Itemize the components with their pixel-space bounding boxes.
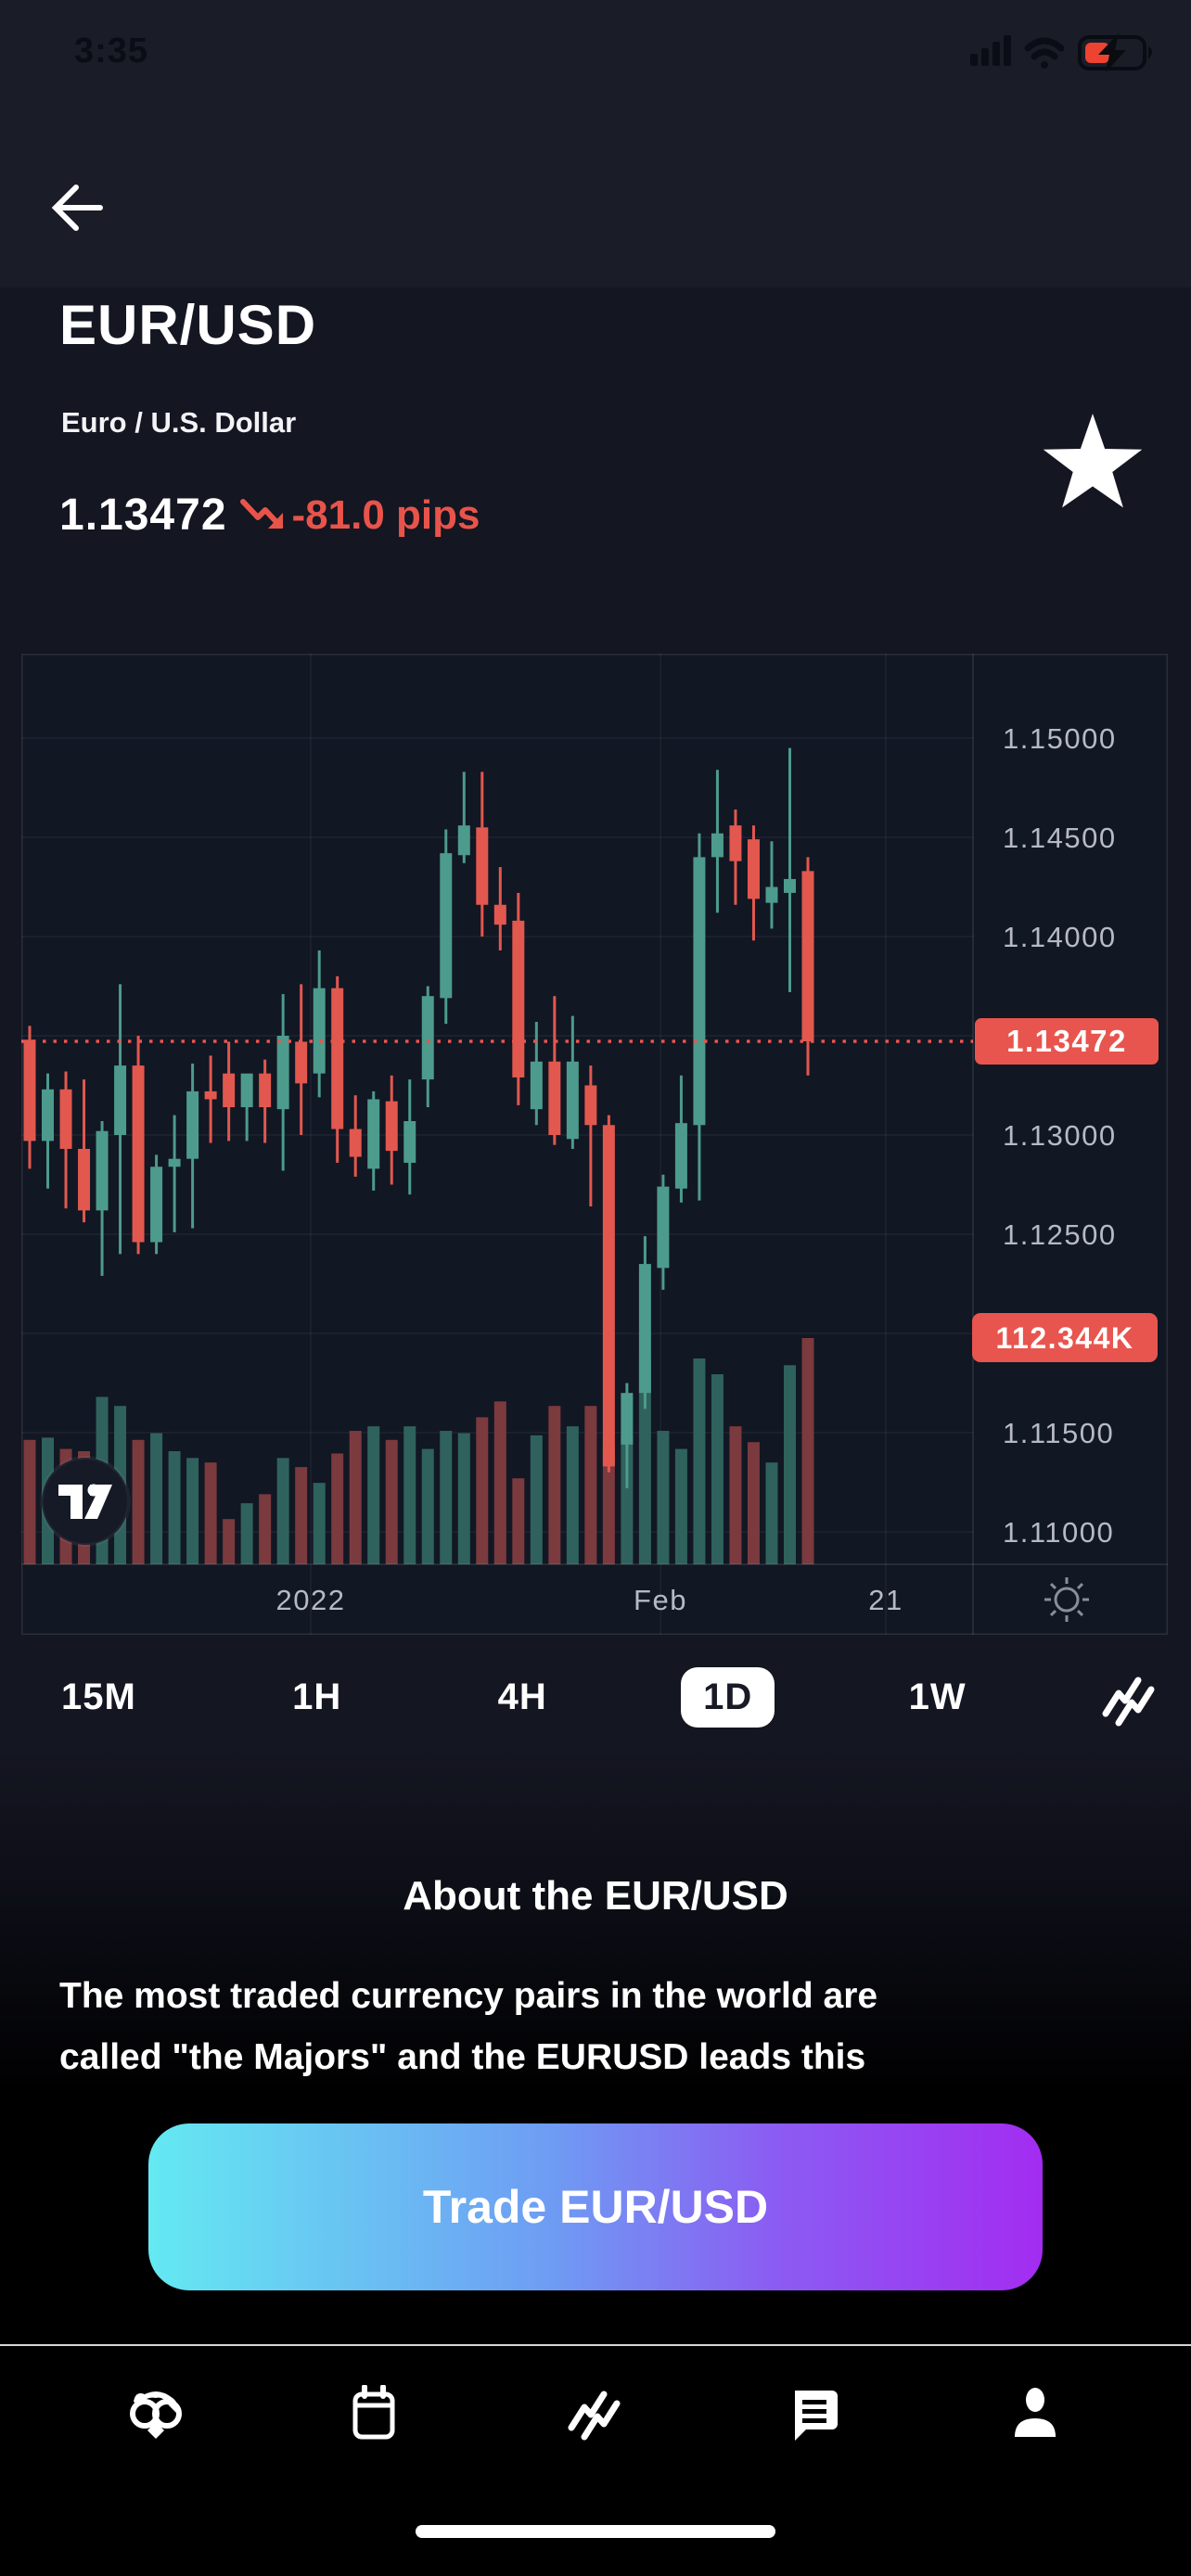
current-price-label: 1.13472 [1006, 1024, 1127, 1058]
price-change: -81.0 pips [291, 491, 480, 538]
y-axis-label: 1.13000 [1003, 1119, 1117, 1152]
price-chart[interactable]: 1.15000 1.14500 1.14000 1.13000 1.12500 1.115… [21, 654, 1168, 1635]
timeframe-1d[interactable]: 1D [681, 1666, 775, 1728]
wifi-icon [1024, 37, 1065, 69]
back-button[interactable] [48, 178, 108, 237]
home-indicator[interactable] [416, 2525, 775, 2538]
timeframe-4h[interactable]: 4H [497, 1676, 547, 1717]
nav-news-icon[interactable] [786, 2385, 845, 2444]
page-title: EUR/USD [59, 294, 317, 356]
theme-sun-icon [1044, 1577, 1089, 1622]
about-paragraph: The most traded currency pairs in the wo… [59, 1976, 878, 2077]
tradingview-logo-icon [40, 1456, 131, 1547]
y-axis-label: 1.14000 [1003, 921, 1117, 953]
timeframe-1w[interactable]: 1W [908, 1676, 967, 1717]
y-axis-label: 1.11500 [1003, 1417, 1114, 1449]
timeframe-1h[interactable]: 1H [292, 1676, 342, 1717]
signal-icon [970, 35, 1011, 66]
timeframe-selector: 15M 1H 4H 1D 1W [0, 1662, 1191, 1732]
volume-label: 112.344K [995, 1321, 1133, 1355]
y-axis-label: 1.12500 [1003, 1218, 1117, 1251]
nav-profile-icon[interactable] [1005, 2385, 1065, 2444]
bottom-navigation [0, 2384, 1191, 2444]
back-arrow-icon [51, 185, 103, 231]
chart-type-icon[interactable] [1100, 1671, 1155, 1727]
y-axis-label: 1.11000 [1003, 1516, 1114, 1549]
trade-button[interactable]: Trade EUR/USD [148, 2123, 1043, 2290]
pair-subtitle: Euro / U.S. Dollar [61, 406, 297, 439]
status-icons [970, 30, 1165, 81]
battery-icon [1078, 33, 1152, 72]
nav-markets-icon[interactable] [566, 2385, 625, 2444]
x-axis-label: Feb [634, 1584, 687, 1616]
status-time: 3:35 [74, 32, 149, 70]
y-axis-label: 1.14500 [1003, 822, 1117, 854]
favorite-star-icon[interactable] [1041, 406, 1145, 516]
price-row: 1.13472 -81.0 pips [59, 490, 480, 541]
bottom-panel: Trade EUR/USD [0, 2082, 1191, 2576]
top-bar: 3:35 [0, 0, 1191, 287]
trend-down-icon [239, 499, 288, 541]
x-axis-label: 21 [868, 1584, 903, 1616]
timeframe-15m[interactable]: 15M [61, 1676, 136, 1717]
y-axis-label: 1.15000 [1003, 722, 1117, 755]
about-heading: About the EUR/USD [403, 1873, 788, 1919]
nav-calendar-icon[interactable] [346, 2384, 405, 2444]
nav-owl-logo-icon[interactable] [126, 2385, 186, 2444]
nav-divider [0, 2344, 1191, 2346]
about-section: About the EUR/USD The most traded curren… [0, 1743, 1191, 2082]
current-price: 1.13472 [59, 491, 227, 540]
x-axis-label: 2022 [276, 1584, 346, 1616]
